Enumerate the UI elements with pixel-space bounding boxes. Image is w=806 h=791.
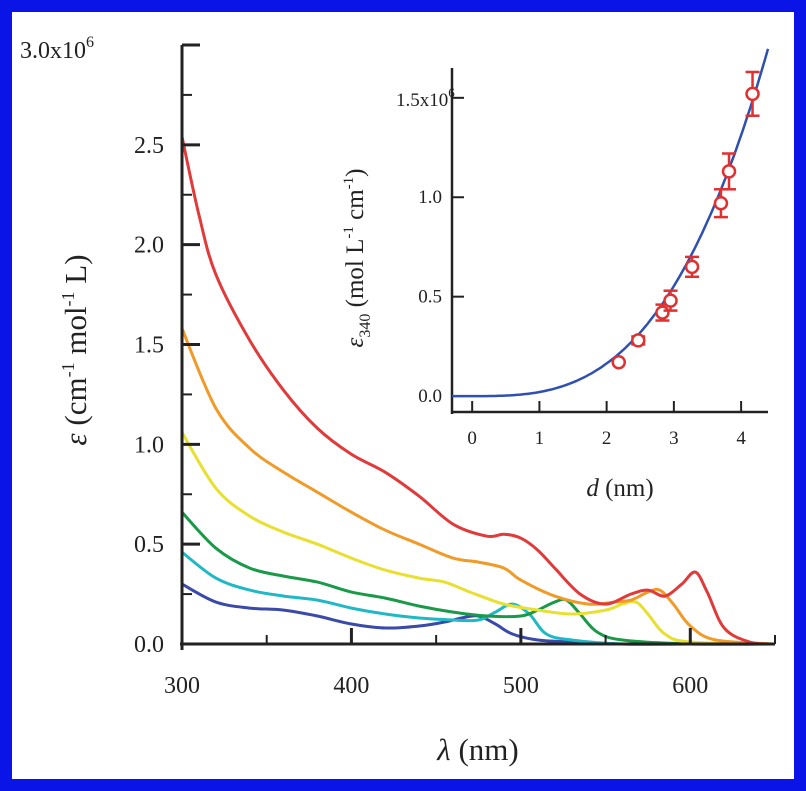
inset-fit-curve bbox=[452, 48, 770, 398]
inset-data-point bbox=[630, 333, 646, 348]
main-chart: 0.0 0.5 1.0 1.5 2.0 2.5 300 400 500 600 3.0x106 λ… bbox=[20, 34, 776, 767]
inset-data-point bbox=[663, 293, 678, 308]
main-y-tick-label: 2.0 bbox=[134, 233, 164, 259]
inset-axes bbox=[450, 68, 768, 414]
main-axes bbox=[180, 43, 776, 650]
spectrum-line-d3 bbox=[180, 511, 776, 646]
main-y-tick-label: 2.5 bbox=[134, 133, 164, 159]
spectrum-line-d6 bbox=[180, 136, 776, 646]
spectrum-line-d4 bbox=[180, 431, 776, 646]
inset-y-axis-label: ε340 (mol L-1 cm-1) bbox=[341, 169, 374, 348]
main-series-group bbox=[180, 136, 776, 646]
inset-data-point bbox=[611, 355, 626, 370]
main-y-tick-label: 0.0 bbox=[134, 632, 164, 658]
inset-y-tick-label: 0.0 bbox=[418, 386, 442, 407]
inset-x-tick-label: 0 bbox=[467, 428, 477, 449]
inset-tick-labels: 0.0 0.5 1.0 0 1 2 3 4 bbox=[418, 187, 746, 449]
inset-data-point bbox=[721, 164, 737, 179]
main-x-tick-label: 300 bbox=[164, 673, 200, 699]
inset-x-tick-label: 3 bbox=[669, 428, 679, 449]
inset-data-point bbox=[684, 259, 700, 275]
main-y-axis-label: ε (cm-1 mol-1 L) bbox=[58, 254, 93, 445]
inset-data-point bbox=[713, 195, 729, 211]
main-x-tick-label: 500 bbox=[503, 673, 539, 699]
main-y-top-tick-label: 3.0x106 bbox=[20, 34, 94, 64]
main-y-tick-label: 0.5 bbox=[134, 532, 164, 558]
inset-x-tick-label: 4 bbox=[736, 428, 746, 449]
main-y-tick-label: 1.0 bbox=[134, 432, 164, 458]
main-x-tick-label: 600 bbox=[672, 673, 708, 699]
inset-x-axis-label: d (nm) bbox=[586, 475, 653, 502]
main-tick-labels: 0.0 0.5 1.0 1.5 2.0 2.5 300 400 500 600 bbox=[134, 133, 708, 699]
inset-chart: 0.0 0.5 1.0 0 1 2 3 4 1.5x106 d (nm) ε340 (mol … bbox=[341, 48, 770, 502]
inset-y-tick-label: 0.5 bbox=[418, 287, 442, 308]
main-x-tick-label: 400 bbox=[333, 673, 369, 699]
inset-y-tick-label: 1.0 bbox=[418, 187, 442, 208]
spectrum-line-d2 bbox=[181, 551, 775, 646]
inset-y-top-tick-label: 1.5x106 bbox=[396, 85, 455, 111]
inset-x-tick-label: 1 bbox=[535, 428, 545, 449]
inset-data-point bbox=[655, 305, 670, 320]
inset-fit-curve-group bbox=[452, 48, 770, 398]
inset-points-group bbox=[611, 70, 760, 370]
main-x-axis-label: λ (nm) bbox=[436, 732, 518, 767]
inset-data-point bbox=[745, 86, 760, 102]
inset-x-tick-label: 2 bbox=[602, 428, 612, 449]
main-y-tick-label: 1.5 bbox=[134, 333, 164, 359]
